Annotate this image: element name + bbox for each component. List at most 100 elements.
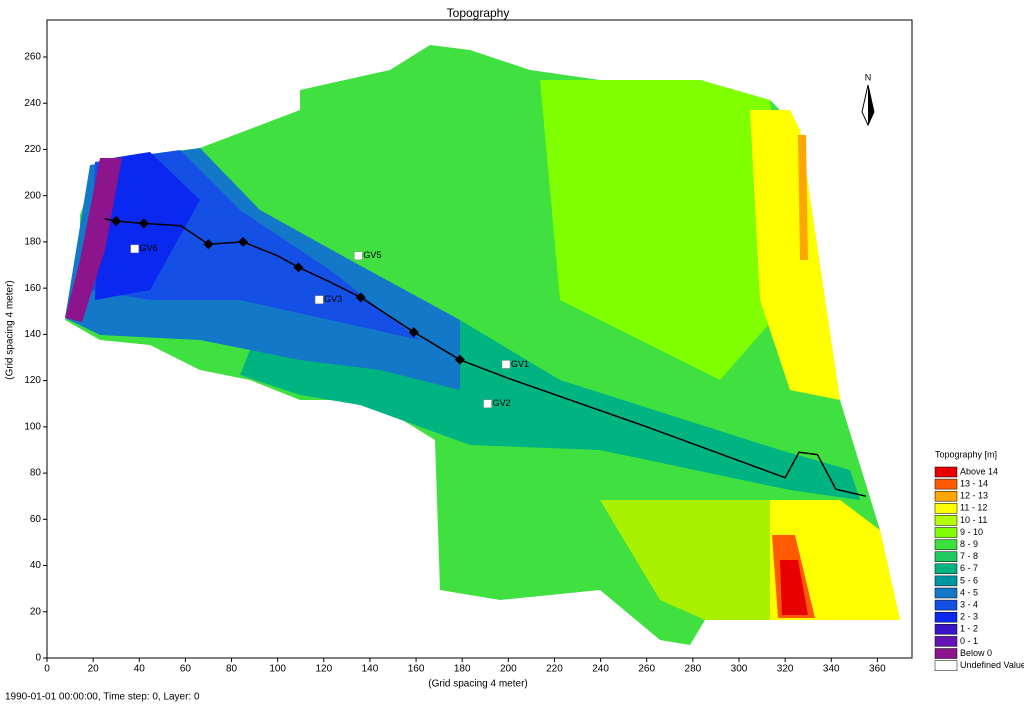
x-tick-label: 200	[500, 664, 517, 675]
profile-node	[111, 216, 122, 227]
profile-node	[238, 236, 249, 247]
legend-label: Below 0	[960, 648, 992, 658]
y-tick-label: 0	[35, 653, 41, 664]
x-tick-label: 60	[180, 664, 192, 675]
legend-label: 12 - 13	[960, 491, 988, 501]
legend-label: 5 - 6	[960, 575, 978, 585]
legend-label: 10 - 11	[960, 515, 987, 525]
profile-node	[138, 218, 149, 229]
y-tick-label: 180	[24, 237, 41, 248]
station-label: GV1	[511, 359, 529, 369]
y-tick-label: 200	[24, 190, 41, 201]
legend-label: 1 - 2	[960, 624, 978, 634]
legend-swatch	[934, 648, 958, 659]
y-tick-label: 220	[24, 144, 41, 155]
legend-label: 6 - 7	[960, 563, 978, 573]
legend-swatch	[934, 515, 958, 526]
terrain-ridge	[798, 135, 808, 260]
station-marker	[483, 399, 492, 408]
station-label: GV2	[493, 398, 511, 408]
legend-label: 4 - 5	[960, 587, 978, 597]
legend-swatch	[934, 478, 958, 490]
x-tick-label: 280	[685, 664, 702, 675]
x-axis-label: (Grid spacing 4 meter)	[428, 679, 527, 690]
legend-label: 8 - 9	[960, 539, 978, 549]
x-tick-label: 20	[88, 664, 100, 675]
y-tick-label: 80	[30, 468, 42, 479]
y-tick-label: 260	[24, 52, 41, 63]
legend-swatch	[934, 527, 958, 538]
x-tick-label: 0	[44, 664, 50, 675]
x-tick-label: 240	[592, 664, 609, 675]
legend-swatch	[934, 563, 958, 575]
x-tick-label: 260	[638, 664, 655, 675]
terrain-peak	[780, 560, 808, 615]
legend-label: Undefined Value	[960, 660, 1024, 670]
y-tick-label: 240	[24, 98, 41, 109]
y-tick-label: 120	[24, 375, 41, 386]
legend-label: Above 14	[960, 466, 998, 476]
terrain-high	[600, 500, 770, 620]
legend-label: 0 - 1	[960, 636, 978, 646]
x-tick-label: 40	[134, 664, 146, 675]
compass-label: N	[865, 72, 872, 82]
profile-node	[203, 239, 214, 250]
legend-swatch	[934, 599, 958, 611]
y-tick-label: 20	[30, 606, 42, 617]
x-tick-label: 180	[454, 664, 471, 675]
title: Topography	[447, 6, 510, 20]
legend-label: 3 - 4	[960, 599, 978, 609]
legend-swatch	[934, 587, 958, 599]
x-tick-label: 220	[546, 664, 563, 675]
y-tick-label: 40	[30, 560, 42, 571]
terrain-lower	[95, 152, 200, 300]
x-tick-label: 300	[731, 664, 748, 675]
x-tick-label: 340	[823, 664, 840, 675]
legend-label: 2 - 3	[960, 612, 978, 622]
legend-label: 11 - 12	[960, 503, 987, 513]
x-tick-label: 80	[226, 664, 238, 675]
status-text: 1990-01-01 00:00:00, Time step: 0, Layer…	[5, 692, 200, 703]
x-tick-label: 360	[869, 664, 886, 675]
terrain-lowest	[65, 158, 122, 322]
legend-swatch	[934, 466, 958, 478]
legend-label: 13 - 14	[960, 478, 988, 488]
y-tick-label: 60	[30, 514, 42, 525]
legend-swatch	[934, 539, 958, 550]
compass: N	[861, 72, 875, 127]
legend-swatch	[934, 624, 958, 635]
y-tick-label: 160	[24, 283, 41, 294]
station-marker	[501, 360, 511, 369]
legend-swatch	[934, 551, 958, 562]
station-label: GV5	[363, 250, 381, 260]
legend-swatch	[934, 660, 958, 671]
legend-label: 9 - 10	[960, 527, 983, 537]
profile-node	[355, 292, 366, 303]
y-tick-label: 100	[24, 421, 41, 432]
legend-swatch	[934, 575, 958, 587]
profile-node	[408, 327, 419, 338]
plot-frame	[46, 19, 913, 659]
station-label: GV3	[324, 294, 342, 304]
station-marker	[354, 251, 363, 261]
terrain: N	[65, 45, 900, 645]
terrain-ridge	[750, 110, 840, 400]
legend-swatch	[934, 490, 958, 502]
legend-swatch	[934, 611, 958, 623]
x-tick-label: 100	[269, 664, 286, 675]
station-label: GV6	[140, 243, 158, 253]
legend-title: Topography [m]	[935, 449, 997, 459]
terrain-high	[540, 80, 790, 380]
station-marker	[314, 295, 324, 304]
profile-node	[293, 262, 304, 273]
station-marker	[130, 244, 139, 254]
y-axis-label: (Grid spacing 4 meter)	[5, 280, 16, 379]
x-tick-label: 120	[315, 664, 332, 675]
profile-node	[454, 354, 465, 365]
y-tick-label: 140	[24, 329, 41, 340]
x-tick-label: 140	[362, 664, 379, 675]
x-tick-label: 320	[777, 664, 794, 675]
legend-label: 7 - 8	[960, 551, 978, 561]
